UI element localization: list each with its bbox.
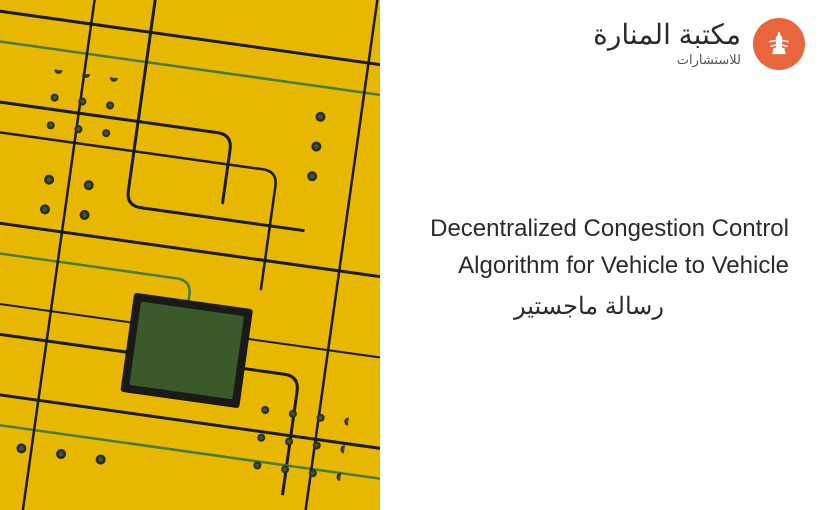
brand-sub-text: للاستشارات — [593, 53, 741, 67]
brand-text: مكتبة المنارة للاستشارات — [593, 20, 741, 67]
circuit-board-image — [0, 0, 380, 510]
title-line-2: Algorithm for Vehicle to Vehicle — [389, 247, 789, 284]
lighthouse-icon — [765, 30, 793, 58]
pcb-graphic — [0, 0, 380, 510]
document-title-block: Decentralized Congestion Control Algorit… — [389, 210, 789, 321]
brand-badge — [753, 18, 805, 70]
title-line-1: Decentralized Congestion Control — [389, 210, 789, 247]
brand-main-text: مكتبة المنارة — [593, 19, 741, 50]
document-type-label: رسالة ماجستير — [389, 292, 789, 321]
brand-logo: مكتبة المنارة للاستشارات — [593, 18, 805, 70]
